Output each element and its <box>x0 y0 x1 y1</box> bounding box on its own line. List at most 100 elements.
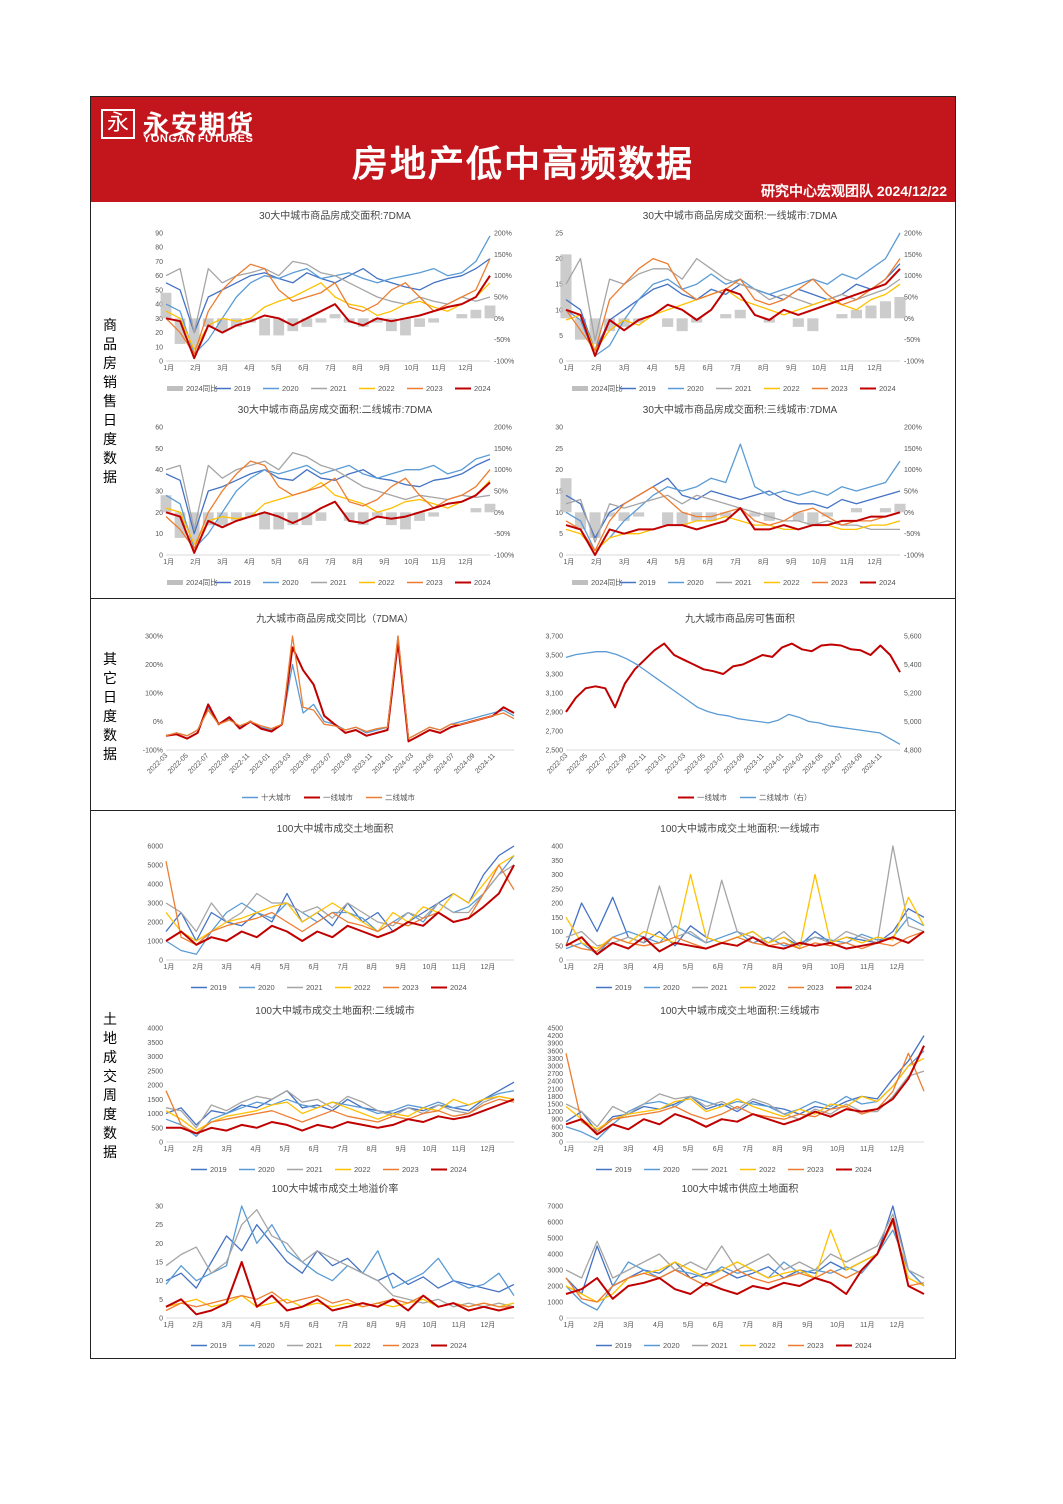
y-tick-label: 400 <box>551 844 563 851</box>
x-tick-label: 3月 <box>619 364 630 372</box>
legend-label: 2023 <box>807 1341 824 1350</box>
x-tick-label: 4月 <box>244 364 255 372</box>
bar-mark <box>329 314 341 319</box>
bar-mark <box>662 318 674 327</box>
x-tick-label: 2月 <box>190 558 201 566</box>
x-tick-label: 9月 <box>379 364 390 372</box>
x-tick-label: 9月 <box>786 364 797 372</box>
y-tick-label: 25 <box>155 1222 163 1229</box>
series-line-2024 <box>166 1098 515 1135</box>
y-tick-label: 2000 <box>547 1284 563 1291</box>
y2-tick-label: 100% <box>904 467 922 474</box>
x-tick-label: 5月 <box>683 1321 694 1329</box>
bar-mark <box>357 318 369 327</box>
x-tick-label: 3月 <box>221 1321 232 1329</box>
legend-label: 2021 <box>306 1165 323 1174</box>
x-tick-label: 4月 <box>250 1321 261 1329</box>
y-tick-label: 2,700 <box>545 729 563 736</box>
x-tick-label: 2月 <box>593 1145 604 1153</box>
bar-mark <box>400 512 411 530</box>
x-tick-label: 7月 <box>730 558 741 566</box>
y-tick-label: 10 <box>555 307 563 314</box>
legend-label: 2024 <box>450 1165 467 1174</box>
legend-label: 2023 <box>402 1165 419 1174</box>
x-tick-label: 1月 <box>564 963 575 971</box>
x-tick-label: 1月 <box>163 963 174 971</box>
y2-tick-label: 0% <box>904 316 914 323</box>
x-tick-label: 3月 <box>217 558 228 566</box>
chart-100-city-land-area: 100大中城市成交土地面积 0 1000 2000 3000 4000 5000 6000 1月… <box>147 822 515 992</box>
bar-mark <box>245 512 256 517</box>
y2-tick-label: 5,400 <box>904 662 922 669</box>
series-bars-2024- <box>160 495 496 543</box>
y-tick-label: 40 <box>155 467 163 474</box>
legend-label: 2020 <box>687 384 704 393</box>
bar-mark <box>836 314 848 319</box>
series-line-- <box>165 635 515 740</box>
x-tick-label: 10月 <box>812 364 827 372</box>
section-label-land: 土地成交周度数据 <box>103 1011 117 1160</box>
x-tick-label: 11月 <box>860 963 874 971</box>
legend-label: 2021 <box>711 983 728 992</box>
y-tick-label: 1000 <box>547 1300 563 1307</box>
series-line-2021 <box>165 1209 515 1308</box>
y2-tick-label: 50% <box>904 295 918 302</box>
chart-title: 100大中城市供应土地面积 <box>682 1182 799 1195</box>
x-tick-label: 2024-11 <box>474 752 497 775</box>
x-tick-label: 6月 <box>298 364 309 372</box>
series-line-2021 <box>165 1090 515 1129</box>
chart-title: 30大中城市商品房成交面积:一线城市:7DMA <box>643 209 838 222</box>
legend-label: 2020 <box>258 1341 275 1350</box>
x-tick-label: 10月 <box>423 1145 438 1153</box>
x-tick-label: 12月 <box>868 364 883 372</box>
x-tick-label: 7月 <box>325 558 336 566</box>
bar-mark <box>273 318 285 336</box>
x-tick-label: 9月 <box>395 1321 406 1329</box>
x-tick-label: 9月 <box>802 1321 813 1329</box>
bar-mark <box>400 318 411 336</box>
bar-mark <box>371 318 383 323</box>
bar-mark <box>792 318 804 327</box>
x-tick-label: 7月 <box>337 1321 348 1329</box>
x-tick-label: 4月 <box>250 963 261 971</box>
y-tick-label: 4500 <box>547 1026 563 1033</box>
bar-mark <box>315 318 327 323</box>
y-tick-label: 5 <box>559 531 563 538</box>
legend-swatch <box>167 386 183 391</box>
y-tick-label: 4000 <box>147 882 163 889</box>
legend-label: 2024 <box>474 578 491 587</box>
x-tick-label: 2024-03 <box>392 752 415 775</box>
x-tick-label: 12月 <box>458 364 473 372</box>
y-tick-label: 350 <box>551 858 563 865</box>
legend-label: 2022 <box>759 1165 776 1174</box>
y-tick-label: 10 <box>155 1278 163 1285</box>
legend-label: 2020 <box>282 578 299 587</box>
y-tick-label: 300 <box>551 1132 563 1139</box>
bar-mark <box>188 318 200 349</box>
y-tick-label: 0% <box>153 719 163 726</box>
bar-mark <box>560 478 572 513</box>
y-tick-label: 2400 <box>547 1079 563 1086</box>
bar-mark <box>603 512 616 517</box>
x-tick-label: 2月 <box>591 558 602 566</box>
x-tick-label: 2024-01 <box>372 752 395 775</box>
x-tick-label: 4月 <box>653 1321 664 1329</box>
chart-9-city-inventory: 九大城市商品房可售面积 2,500 2,700 2,900 3,100 3,300 3,50… <box>545 612 922 802</box>
x-tick-label: 9月 <box>395 963 406 971</box>
legend-label: 2020 <box>258 983 275 992</box>
legend-label: 2023 <box>831 578 848 587</box>
chart-30-city-sales-tier3: 30大中城市商品房成交面积:三线城市:7DMA 0 5 10 15 20 25 30 -100%… <box>555 403 924 587</box>
x-tick-label: 11月 <box>840 558 854 566</box>
legend-label: 一线城市 <box>697 792 727 802</box>
x-tick-label: 12月 <box>890 1145 905 1153</box>
legend-label: 2024同比 <box>591 383 623 393</box>
y-tick-label: 1500 <box>147 1097 163 1104</box>
y-tick-label: 4000 <box>547 1252 563 1259</box>
x-tick-label: 2024-09 <box>453 752 476 775</box>
series-line-2023 <box>565 1052 925 1133</box>
legend-label: 2023 <box>831 384 848 393</box>
bar-mark <box>589 512 601 538</box>
bar-mark <box>301 512 313 526</box>
y-tick-label: 30 <box>555 425 563 432</box>
series-line-2019 <box>165 458 491 535</box>
